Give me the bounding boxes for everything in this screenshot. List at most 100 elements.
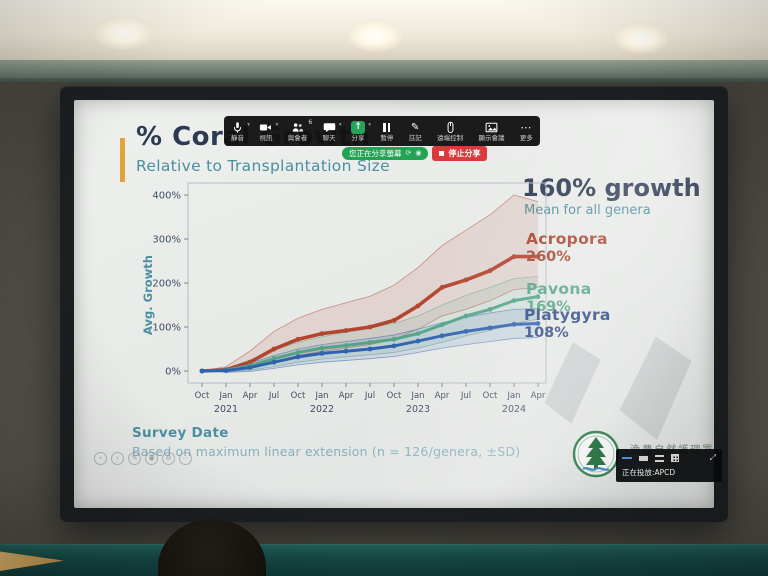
mute-button[interactable]: ▾ 靜音 bbox=[231, 121, 250, 142]
chevron-down-icon[interactable]: ▾ bbox=[275, 121, 279, 128]
show-meeting-button[interactable]: 顯示會議 bbox=[479, 121, 505, 142]
series-label-pavona: Pavona 169% bbox=[526, 280, 592, 315]
svg-text:Jan: Jan bbox=[314, 391, 328, 401]
casting-caption: 正在投放:APCD bbox=[622, 468, 676, 477]
ceiling-light bbox=[612, 22, 670, 54]
participants-button[interactable]: 6 與會者 bbox=[287, 118, 313, 142]
mean-growth-subtext: Mean for all genera bbox=[524, 203, 651, 218]
svg-text:100%: 100% bbox=[152, 323, 181, 334]
audience-head-silhouette bbox=[158, 519, 266, 576]
layout-grid-icon[interactable] bbox=[671, 454, 679, 462]
participants-icon bbox=[291, 121, 304, 135]
share-screen-icon: ↑ bbox=[351, 121, 365, 134]
svg-text:0%: 0% bbox=[165, 367, 181, 378]
mouse-icon bbox=[444, 121, 457, 135]
visibility-icon[interactable]: ◉ bbox=[415, 149, 422, 157]
refresh-icon[interactable]: ⟳ bbox=[405, 149, 412, 157]
methodology-footnote: Based on maximum linear extension (n = 1… bbox=[132, 444, 521, 459]
chevron-down-icon[interactable]: ▾ bbox=[338, 121, 342, 128]
series-end-value: 260% bbox=[526, 248, 571, 265]
svg-text:Avg. Growth: Avg. Growth bbox=[141, 255, 155, 335]
annotate-button[interactable]: ✎ 註記 bbox=[408, 121, 422, 142]
svg-text:Oct: Oct bbox=[387, 391, 402, 401]
chat-button[interactable]: ▾ 聊天 bbox=[322, 121, 342, 142]
ceiling-cove bbox=[0, 60, 768, 82]
series-end-value: 108% bbox=[524, 324, 569, 341]
remote-control-button[interactable]: 遠端控制 bbox=[437, 121, 463, 142]
svg-text:Oct: Oct bbox=[483, 391, 498, 401]
more-button[interactable]: ⋯ 更多 bbox=[519, 120, 533, 142]
video-button[interactable]: ▾ 視訊 bbox=[259, 121, 279, 142]
stop-icon bbox=[439, 151, 445, 156]
chevron-down-icon[interactable]: ▾ bbox=[368, 121, 371, 128]
screen-reflection bbox=[541, 340, 603, 427]
svg-text:2024: 2024 bbox=[502, 404, 526, 415]
chevron-down-icon[interactable]: ▾ bbox=[247, 121, 250, 128]
series-end-value: 169% bbox=[526, 298, 571, 315]
expand-icon[interactable]: ⤢ bbox=[709, 453, 716, 462]
share-screen-button[interactable]: ↑ ▾ 分享 bbox=[351, 121, 371, 142]
pencil-icon: ✎ bbox=[411, 121, 420, 133]
series-name: Acropora bbox=[526, 230, 608, 248]
participant-count-badge: 6 bbox=[308, 118, 313, 126]
zoom-toolbar: ▾ 靜音 ▾ 視訊 6 與會者 bbox=[224, 116, 540, 146]
series-name: Pavona bbox=[526, 280, 592, 298]
sharing-banner: 您正在分享螢幕 ⟳ ◉ bbox=[342, 147, 429, 160]
afcd-logo bbox=[572, 430, 620, 482]
svg-text:300%: 300% bbox=[152, 235, 181, 246]
magnifier-button[interactable]: ⊖ bbox=[162, 452, 175, 465]
screen-reflection bbox=[615, 332, 695, 443]
stop-share-button[interactable]: 停止分享 bbox=[432, 146, 488, 161]
previous-slide-button[interactable]: ‹ bbox=[94, 452, 107, 465]
mean-growth-headline: 160% growth bbox=[522, 174, 701, 202]
x-axis-title: Survey Date bbox=[132, 425, 229, 441]
layout-single-icon[interactable] bbox=[622, 456, 632, 460]
svg-text:400%: 400% bbox=[152, 191, 181, 202]
ellipsis-icon: ⋯ bbox=[520, 120, 533, 134]
svg-text:Oct: Oct bbox=[195, 391, 210, 401]
slide-subtitle: Relative to Transplantation Size bbox=[136, 157, 390, 175]
video-camera-icon bbox=[259, 121, 272, 135]
svg-text:2022: 2022 bbox=[310, 404, 334, 415]
series-label-platygyra: Platygyra 108% bbox=[524, 306, 611, 341]
svg-text:Apr: Apr bbox=[339, 391, 354, 401]
growth-chart: 0% 100% 200% 300% 400% Oct Jan Apr Jul Oct Jan Apr J… bbox=[141, 182, 547, 415]
svg-text:200%: 200% bbox=[152, 279, 181, 290]
ceiling-light bbox=[346, 20, 404, 52]
pause-icon bbox=[382, 121, 392, 135]
svg-text:Jan: Jan bbox=[506, 391, 520, 401]
svg-text:2023: 2023 bbox=[406, 404, 430, 415]
svg-text:Jan: Jan bbox=[218, 391, 232, 401]
title-accent-bar bbox=[120, 138, 125, 182]
svg-text:2021: 2021 bbox=[214, 404, 238, 415]
svg-text:Jul: Jul bbox=[268, 391, 279, 401]
picture-window-icon bbox=[485, 121, 498, 135]
svg-text:Jan: Jan bbox=[410, 391, 424, 401]
more-options-button[interactable]: ⋯ bbox=[179, 452, 192, 465]
svg-text:Oct: Oct bbox=[291, 391, 306, 401]
laser-pointer-button[interactable]: ◉ bbox=[145, 452, 158, 465]
tv-display: % Coral Growth Relative to Transplantati… bbox=[60, 86, 728, 522]
pine-tree-logo-icon bbox=[572, 430, 620, 478]
ceiling-light bbox=[92, 16, 154, 50]
svg-text:Jul: Jul bbox=[364, 391, 375, 401]
microphone-icon bbox=[231, 121, 244, 135]
sharing-status-row: 您正在分享螢幕 ⟳ ◉ 停止分享 bbox=[342, 146, 488, 161]
pen-button[interactable]: ✎ bbox=[128, 452, 141, 465]
shared-screen: % Coral Growth Relative to Transplantati… bbox=[74, 100, 714, 508]
tv-osd-panel: ⤢ 正在投放:APCD bbox=[616, 449, 722, 482]
svg-text:Jul: Jul bbox=[460, 391, 471, 401]
series-name: Platygyra bbox=[524, 306, 611, 324]
svg-text:Apr: Apr bbox=[243, 391, 258, 401]
teal-wall-band bbox=[0, 544, 768, 576]
svg-text:Apr: Apr bbox=[435, 391, 450, 401]
svg-text:Apr: Apr bbox=[531, 391, 546, 401]
next-slide-button[interactable]: › bbox=[111, 452, 124, 465]
series-label-acropora: Acropora 260% bbox=[526, 230, 608, 265]
layout-split-icon[interactable] bbox=[655, 454, 664, 462]
layout-bar-icon[interactable] bbox=[639, 455, 648, 461]
chat-icon bbox=[323, 121, 336, 135]
presenter-toolbar: ‹ › ✎ ◉ ⊖ ⋯ bbox=[94, 452, 192, 465]
pause-share-button[interactable]: 暫停 bbox=[380, 121, 393, 142]
